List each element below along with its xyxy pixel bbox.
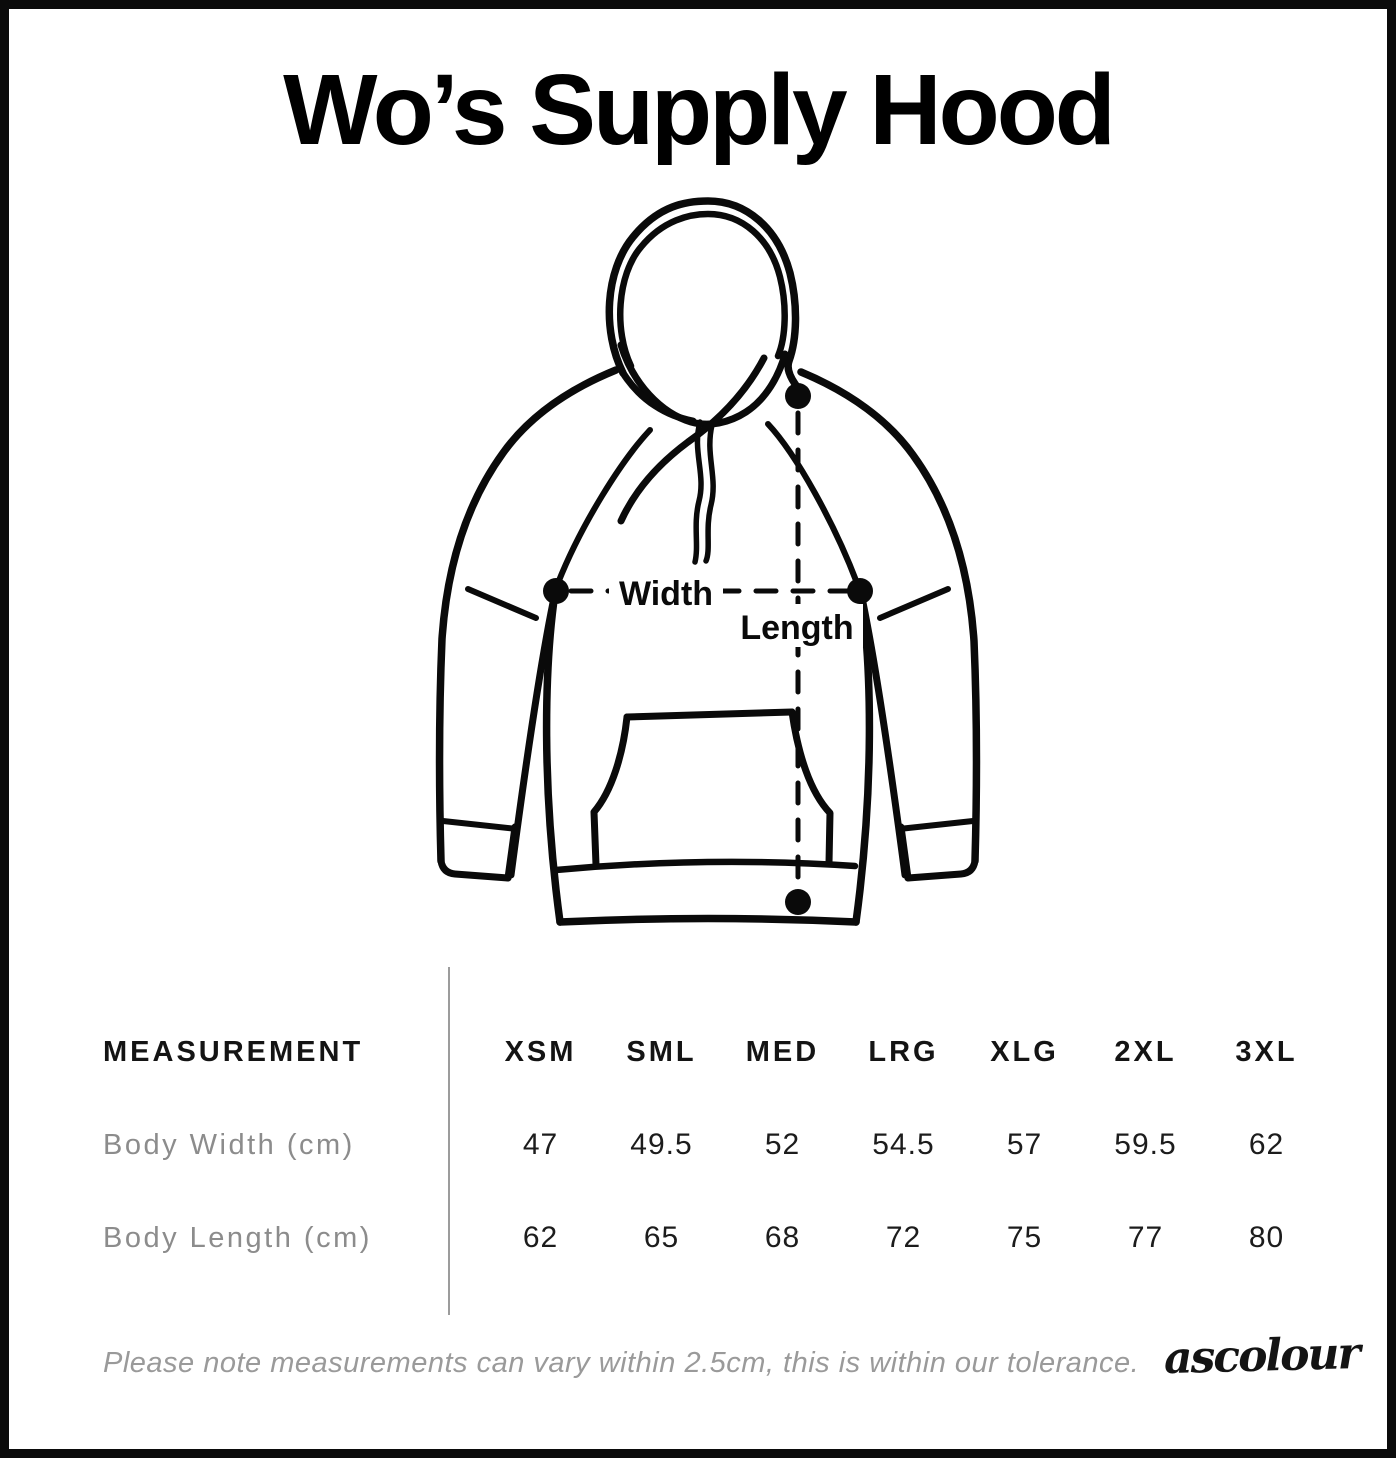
tolerance-note: Please note measurements can vary within… [103,1347,1140,1379]
drawstrings [692,419,716,565]
body-width-xlg: 57 [1006,1128,1043,1161]
raglan-seams [555,421,860,586]
size-header-med: MED [745,1036,820,1068]
measurement-column-header: MEASUREMENT [103,1036,364,1068]
body-width-xsm: 47 [522,1128,559,1161]
body-length-med: 68 [764,1221,801,1254]
kangaroo-pocket [590,708,834,869]
body-length-2xl: 77 [1127,1221,1164,1254]
body-width-3xl: 62 [1248,1128,1285,1161]
page-title: Wo’s Supply Hood [283,54,1116,166]
size-header-lrg: LRG [868,1036,939,1068]
body-width-med: 52 [764,1128,801,1161]
ascolour-logo: ascolour [1163,1328,1360,1385]
table-divider-line [448,967,450,1315]
hoodie-diagram: Width Length [435,197,981,926]
body-length-row: 62 65 68 72 75 77 80 [480,1221,1330,1255]
body-width-lrg: 54.5 [872,1128,935,1161]
left-underarm-dot [543,578,569,604]
size-header-3xl: 3XL [1235,1036,1298,1068]
body-width-row: 47 49.5 52 54.5 57 59.5 62 [480,1128,1330,1162]
row-label-body-width: Body Width (cm) [103,1129,355,1161]
right-underarm-dot [847,578,873,604]
left-sleeve [435,366,620,882]
body-length-sml: 65 [643,1221,680,1254]
body-length-3xl: 80 [1248,1221,1285,1254]
body-width-sml: 49.5 [630,1128,693,1161]
body-width-2xl: 59.5 [1114,1128,1177,1161]
row-label-body-length: Body Length (cm) [103,1222,372,1254]
neck-dot [785,383,811,409]
body-length-xlg: 75 [1006,1221,1043,1254]
size-header-row: XSM SML MED LRG XLG 2XL 3XL [480,1035,1330,1069]
hood-outline [605,197,802,525]
length-label: Length [740,609,853,647]
measurement-dots [543,383,873,915]
width-label: Width [619,575,713,613]
hem-dot [785,889,811,915]
size-header-xsm: XSM [504,1036,577,1068]
size-header-xlg: XLG [990,1036,1059,1068]
body-length-xsm: 62 [522,1221,559,1254]
size-header-sml: SML [626,1036,697,1068]
body-length-lrg: 72 [885,1221,922,1254]
size-header-2xl: 2XL [1114,1036,1177,1068]
